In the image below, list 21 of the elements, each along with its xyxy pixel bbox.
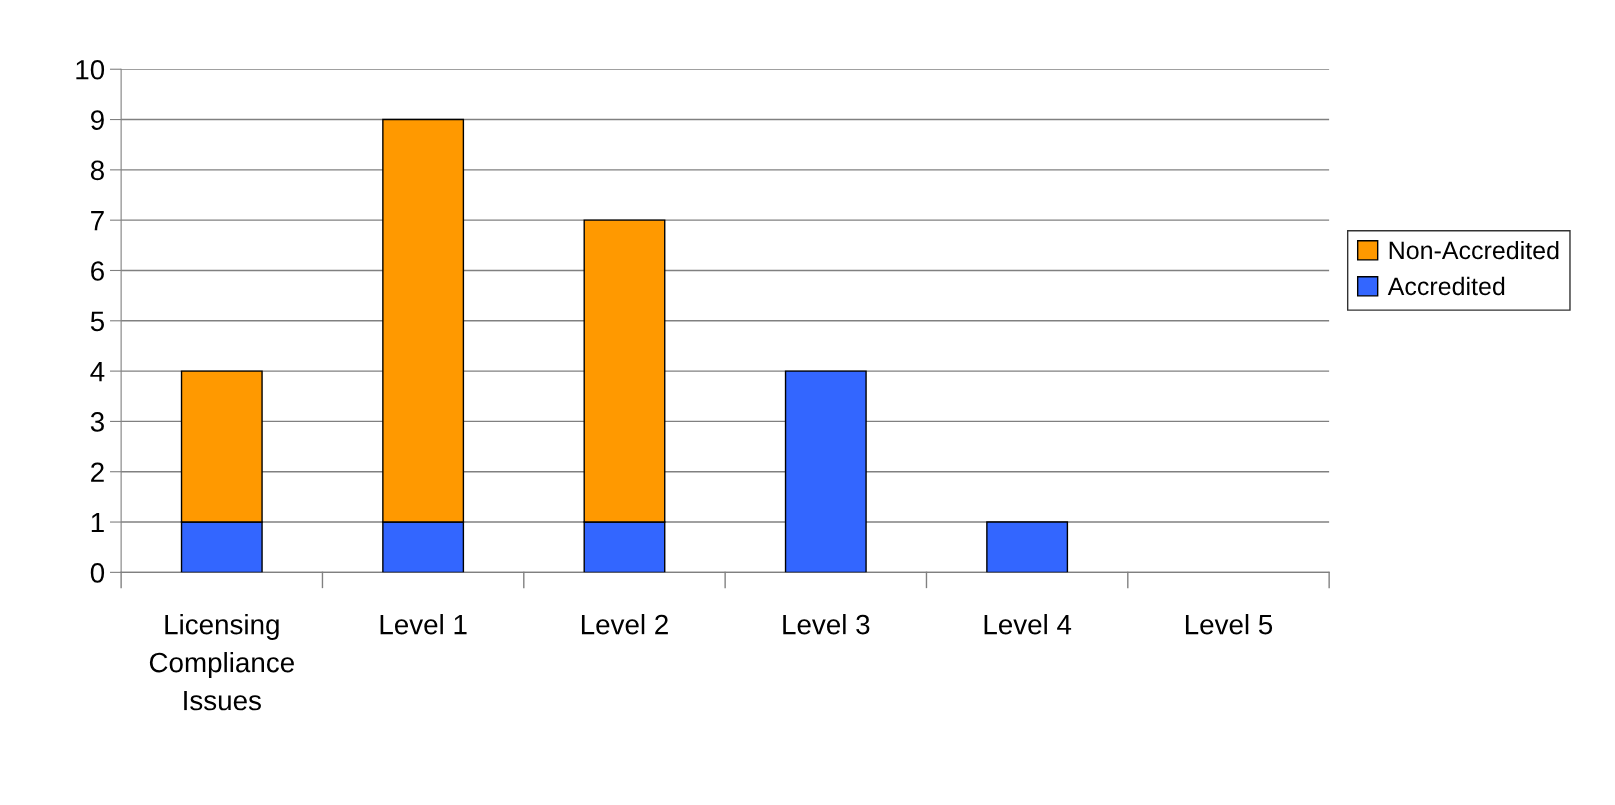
x-tick-label: Licensing Compliance Issues xyxy=(149,614,294,711)
legend-label: Non-Accredited xyxy=(1389,240,1559,260)
y-tick-label: 4 xyxy=(90,362,105,382)
x-tick-label: Level 2 xyxy=(581,614,668,635)
legend-label: Accredited xyxy=(1387,276,1505,296)
x-tick-label: Level 4 xyxy=(984,614,1072,635)
x-tick-label: Level 5 xyxy=(1185,614,1273,635)
y-tick-label: 10 xyxy=(76,59,105,80)
x-tick-label: Level 3 xyxy=(783,614,870,635)
bar xyxy=(784,370,867,573)
bar xyxy=(986,521,1069,573)
y-tick-label: 8 xyxy=(90,160,104,181)
y-tick-label: 5 xyxy=(90,311,104,332)
y-tick-label: 1 xyxy=(91,513,104,533)
x-tick-label: Level 1 xyxy=(380,614,467,635)
y-tick-label: 0 xyxy=(90,563,105,583)
y-tick-label: 3 xyxy=(90,412,104,432)
y-tick-label: 2 xyxy=(91,462,104,482)
y-tick-label: 6 xyxy=(91,261,104,281)
y-tick-label: 9 xyxy=(91,110,104,130)
y-tick-label: 7 xyxy=(91,211,104,231)
